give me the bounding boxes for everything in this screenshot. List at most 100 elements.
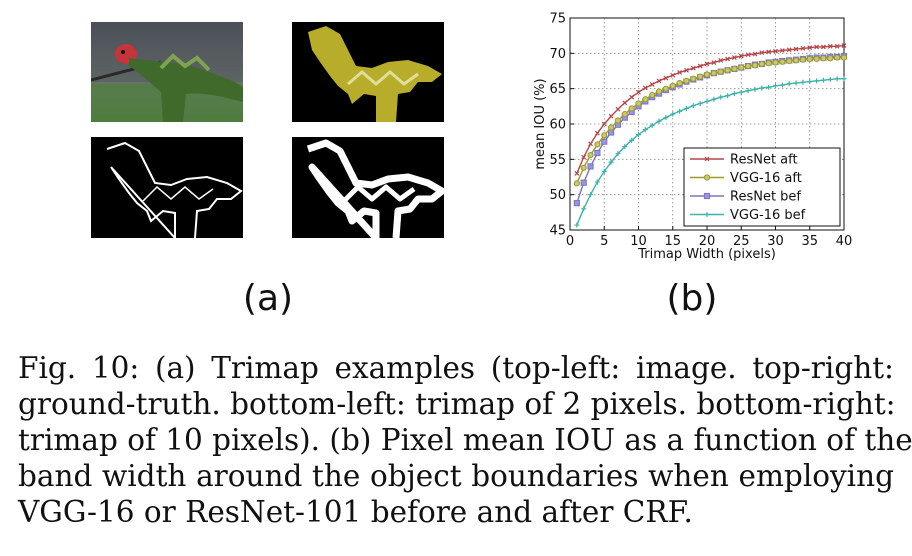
- data-point: [608, 129, 615, 136]
- data-point: [779, 48, 785, 53]
- data-point: [717, 68, 724, 75]
- data-point: [690, 75, 697, 82]
- data-point: [759, 50, 765, 56]
- x-tick-label: 0: [566, 234, 574, 249]
- data-point: [588, 192, 594, 198]
- data-point: [684, 67, 689, 73]
- data-point: [799, 56, 806, 63]
- data-point: [814, 78, 820, 84]
- series-line: [576, 78, 844, 226]
- data-point: [587, 151, 594, 159]
- data-point: [629, 137, 635, 143]
- data-point: [621, 111, 628, 118]
- data-point: [773, 83, 778, 89]
- data-point: [806, 55, 813, 63]
- legend-label: ResNet bef: [730, 190, 801, 205]
- data-point: [731, 91, 737, 97]
- data-point: [766, 49, 772, 55]
- y-tick-label: 50: [549, 188, 566, 203]
- data-point: [677, 69, 683, 75]
- legend-swatch-marker: [704, 212, 710, 217]
- data-point: [669, 82, 676, 89]
- data-point: [697, 63, 703, 69]
- data-point: [800, 45, 806, 51]
- data-point: [580, 164, 587, 171]
- data-point: [745, 88, 751, 94]
- iou-line-chart: 0 5 10 15 20 25 30 35 40 45 50 55 60 65 70 75 Trimap Wi…: [533, 12, 852, 263]
- data-point: [793, 46, 799, 52]
- data-point: [793, 80, 799, 86]
- data-point: [724, 67, 731, 74]
- data-point: [649, 91, 656, 99]
- data-point: [786, 58, 793, 65]
- data-point: [697, 101, 703, 107]
- series-resnet-aft: [574, 43, 847, 176]
- data-point: [649, 122, 655, 128]
- x-tick-label: 40: [836, 234, 853, 249]
- data-point: [580, 179, 587, 186]
- data-point: [731, 55, 737, 60]
- data-point: [635, 100, 642, 107]
- chart-ticks: 0 5 10 15 20 25 30 35 40 45 50 55 60 65 70 75: [549, 12, 852, 250]
- figure-caption: Fig. 10: (a) Trimap examples (top-left: …: [18, 350, 912, 530]
- data-point: [827, 76, 833, 82]
- data-point: [601, 168, 607, 174]
- caption-line: ground-truth. bottom-left: trimap of 2 p…: [18, 387, 896, 421]
- data-point: [608, 113, 614, 119]
- legend-swatch-marker: [703, 174, 711, 181]
- data-point: [656, 118, 662, 124]
- data-point: [800, 79, 806, 85]
- data-point: [663, 115, 669, 121]
- data-point: [670, 111, 676, 117]
- data-point: [779, 58, 786, 65]
- data-point: [649, 82, 655, 87]
- data-point: [752, 86, 758, 92]
- panel-trimap-2px: [91, 137, 243, 238]
- chart-legend: ResNet aft VGG-16 aft ResNet bef VGG-16 bef: [683, 147, 841, 227]
- data-point: [766, 84, 772, 90]
- data-point: [622, 100, 628, 106]
- data-point: [718, 94, 724, 100]
- data-point: [622, 144, 628, 150]
- data-point: [581, 206, 587, 212]
- y-tick-label: 70: [549, 47, 566, 62]
- data-point: [710, 70, 717, 77]
- x-tick-label: 20: [699, 234, 716, 249]
- data-point: [725, 93, 731, 99]
- data-point: [786, 81, 792, 87]
- panel-trimap-10px: [292, 137, 444, 238]
- legend-label: VGG-16 aft: [730, 171, 802, 186]
- data-point: [587, 163, 594, 170]
- data-point: [601, 132, 608, 139]
- data-point: [690, 65, 696, 71]
- legend-swatch-marker: [704, 156, 710, 162]
- data-point: [690, 103, 696, 109]
- data-point: [662, 85, 669, 92]
- data-point: [840, 54, 848, 61]
- data-point: [670, 72, 676, 78]
- ground-truth-mask: [308, 26, 442, 122]
- data-point: [594, 130, 600, 136]
- data-point: [655, 88, 663, 95]
- data-point: [738, 53, 744, 59]
- x-tick-label: 10: [630, 234, 647, 249]
- data-point: [608, 124, 615, 131]
- data-point: [759, 85, 765, 91]
- data-point: [814, 44, 820, 50]
- data-point: [642, 96, 649, 103]
- data-point: [573, 200, 580, 207]
- y-tick-label: 65: [549, 82, 566, 97]
- data-point: [615, 106, 621, 112]
- data-point: [615, 151, 621, 157]
- data-point: [704, 98, 710, 104]
- data-point: [642, 85, 648, 91]
- panel-image: [91, 22, 243, 122]
- data-point: [663, 75, 669, 81]
- data-point: [573, 180, 580, 187]
- caption-line: Fig. 10: (a) Trimap examples (top-left: …: [18, 351, 894, 385]
- data-point: [725, 56, 730, 62]
- data-point: [827, 43, 833, 49]
- trimap-10px-outline: [306, 139, 444, 238]
- data-point: [683, 77, 690, 84]
- data-point: [677, 108, 683, 114]
